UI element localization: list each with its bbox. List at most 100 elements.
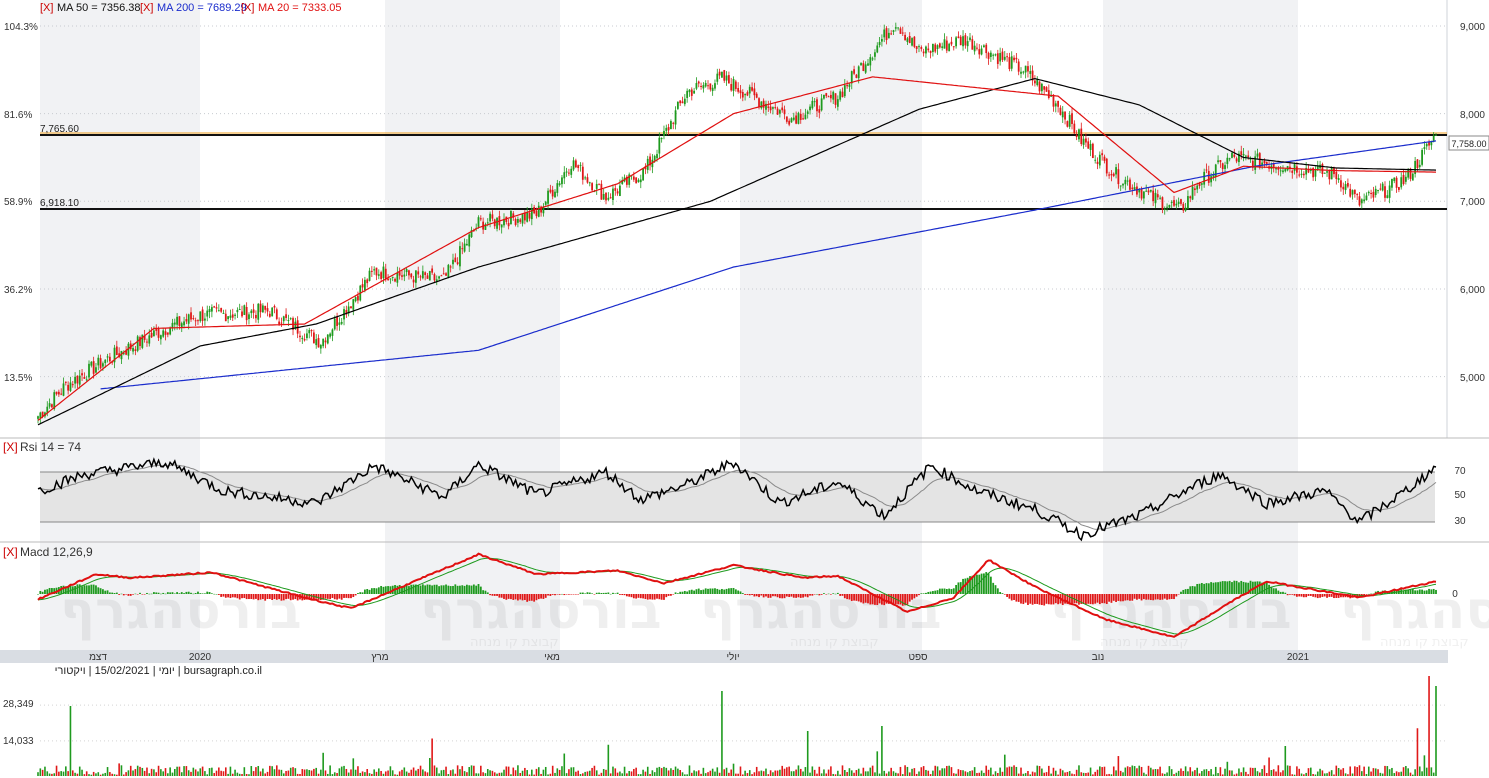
macd-histogram-bar — [37, 594, 39, 595]
volume-bar — [765, 768, 767, 776]
volume-bar — [322, 752, 324, 776]
candle — [340, 321, 343, 324]
volume-bar — [116, 774, 118, 776]
rsi-toggle[interactable]: [X] — [3, 440, 18, 454]
candle — [64, 381, 67, 383]
volume-bar — [67, 771, 69, 776]
macd-histogram-bar — [405, 584, 408, 594]
candle — [658, 137, 661, 154]
macd-histogram-bar — [111, 592, 114, 594]
volume-bar — [1133, 766, 1136, 776]
volume-bar — [1379, 772, 1382, 776]
macd-histogram-bar — [340, 594, 343, 600]
macd-histogram-bar — [1105, 594, 1108, 604]
volume-bar — [445, 766, 447, 776]
candle — [315, 339, 318, 346]
macd-histogram-bar — [765, 594, 767, 597]
macd-histogram-bar — [426, 584, 429, 594]
volume-bar — [579, 774, 582, 776]
volume-bar — [760, 770, 763, 776]
volume-bar — [561, 766, 563, 776]
candle — [1159, 197, 1162, 199]
macd-histogram-bar — [1228, 580, 1231, 594]
watermark-logos: בורסהגרף בורסהגרף בורסהגרף בורסהגרף בורס… — [60, 581, 1489, 650]
volume-bar — [327, 773, 329, 776]
candle — [67, 384, 70, 391]
macd-histogram-bar — [943, 588, 946, 594]
ma20-toggle[interactable]: [X] — [241, 2, 254, 14]
ma50-toggle[interactable]: [X] — [40, 2, 53, 14]
candle — [217, 310, 220, 312]
volume-bar — [1400, 771, 1403, 776]
volume-bar — [1150, 767, 1152, 776]
ma20-line — [37, 76, 1436, 421]
volume-bar — [299, 773, 301, 776]
macd-histogram-bar — [1115, 594, 1117, 602]
ma200-toggle[interactable]: [X] — [140, 2, 153, 14]
volume-bar — [1131, 765, 1134, 776]
macd-histogram-bar — [1001, 593, 1004, 594]
macd-histogram-bar — [519, 594, 522, 600]
volume-bar — [442, 769, 445, 776]
volume-bar — [1159, 766, 1161, 776]
volume-bar — [1293, 774, 1296, 776]
candle — [855, 74, 858, 78]
watermark-5: בורסהגרף — [1340, 581, 1489, 641]
volume-bar — [547, 774, 549, 776]
volume-bar — [382, 773, 385, 776]
macd-histogram-bar — [581, 592, 584, 594]
volume-bar — [76, 773, 79, 776]
volume-bar — [537, 767, 540, 776]
macd-histogram-bar — [1221, 581, 1224, 594]
macd-histogram-bar — [1159, 594, 1162, 600]
volume-bar — [1064, 772, 1066, 776]
volume-bar — [65, 766, 67, 776]
candle — [259, 303, 262, 313]
candle — [1031, 70, 1034, 81]
volume-bar — [160, 769, 162, 776]
volume-bar — [677, 768, 679, 776]
volume-bar — [767, 774, 770, 776]
macd-histogram-bar — [357, 593, 359, 594]
candle — [748, 86, 751, 94]
candle — [563, 172, 566, 179]
candle — [375, 267, 378, 276]
macd-histogram-bar — [347, 594, 350, 599]
volume-bar — [384, 771, 387, 776]
macd-histogram-bar — [164, 593, 167, 595]
ma50-legend: MA 50 = 7356.38 — [57, 2, 140, 14]
candle — [1133, 187, 1136, 190]
candle — [1411, 173, 1414, 181]
macd-histogram-bar — [1214, 582, 1217, 594]
candle — [1180, 199, 1182, 204]
macd-toggle[interactable]: [X] — [3, 545, 18, 559]
candle — [853, 69, 855, 74]
macd-histogram-bar — [1307, 594, 1310, 596]
volume-bar — [825, 773, 828, 776]
macd-histogram-bar — [1432, 588, 1435, 594]
volume-bar — [136, 765, 139, 776]
candle — [936, 45, 939, 50]
macd-histogram-bar — [64, 586, 67, 594]
candle — [445, 273, 447, 276]
candle — [1279, 170, 1282, 172]
candle — [632, 176, 635, 180]
candle — [125, 350, 127, 355]
volume-bar — [797, 765, 800, 776]
volume-bar — [837, 770, 839, 776]
candle — [1205, 169, 1208, 171]
volume-bar — [1328, 771, 1331, 776]
volume-bar — [1374, 768, 1377, 776]
rsi-signal-line — [38, 464, 1437, 530]
price-tick-7000: 7,000 — [1460, 197, 1485, 208]
candle — [753, 88, 756, 96]
candle — [528, 212, 531, 219]
volume-bar — [737, 773, 739, 776]
candle — [1103, 156, 1106, 161]
macd-histogram-bar — [401, 586, 403, 594]
volume-bar — [1296, 766, 1298, 776]
volume-bar — [336, 773, 338, 776]
volume-bar — [236, 772, 239, 776]
volume-bar — [575, 771, 577, 776]
